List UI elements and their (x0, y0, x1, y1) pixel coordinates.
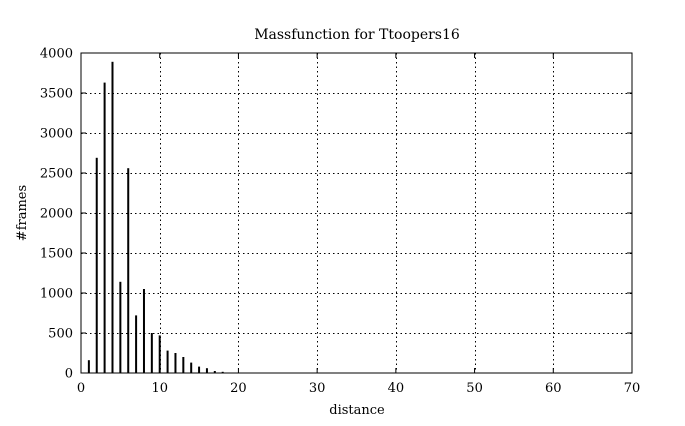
bar (111, 61, 114, 374)
x-tick-labels: 0 10 20 30 40 50 60 70 (77, 381, 640, 396)
bar (158, 335, 161, 373)
bar (182, 357, 185, 373)
x-tick-label: 10 (151, 381, 168, 396)
x-axis-label: distance (329, 403, 385, 418)
bar (174, 353, 177, 373)
x-tick-label: 20 (230, 381, 247, 396)
x-tick-label: 70 (624, 381, 641, 396)
x-tick-label: 60 (545, 381, 562, 396)
y-tick-label: 1500 (40, 247, 73, 262)
bar (95, 157, 98, 373)
x-tick-label: 50 (466, 381, 483, 396)
bar (142, 289, 145, 373)
chart-title: Massfunction for Ttoopers16 (254, 27, 460, 43)
axis-ticks (80, 52, 633, 374)
y-tick-labels: 0 500 1000 1500 2000 2500 3000 3500 4000 (40, 47, 73, 382)
bar (135, 315, 138, 373)
bar (221, 371, 224, 373)
bar (119, 281, 122, 373)
y-tick-label: 2000 (40, 207, 73, 222)
bar (166, 350, 169, 373)
y-tick-label: 500 (48, 327, 73, 342)
bar (198, 366, 201, 373)
x-tick-label: 0 (77, 381, 85, 396)
grid (81, 53, 632, 373)
y-tick-label: 1000 (40, 287, 73, 302)
bar (205, 368, 208, 373)
y-tick-label: 2500 (40, 167, 73, 182)
bar (150, 333, 153, 373)
y-axis-label: #frames (15, 185, 30, 241)
y-tick-label: 0 (65, 367, 73, 382)
bar (127, 168, 130, 373)
bar (103, 82, 106, 373)
y-tick-label: 3000 (40, 127, 73, 142)
x-tick-label: 30 (309, 381, 326, 396)
x-tick-label: 40 (388, 381, 405, 396)
y-tick-label: 4000 (40, 47, 73, 62)
bar (213, 371, 216, 373)
bar (87, 360, 90, 373)
y-tick-label: 3500 (40, 87, 73, 102)
bar (190, 362, 193, 373)
bars (87, 61, 232, 374)
